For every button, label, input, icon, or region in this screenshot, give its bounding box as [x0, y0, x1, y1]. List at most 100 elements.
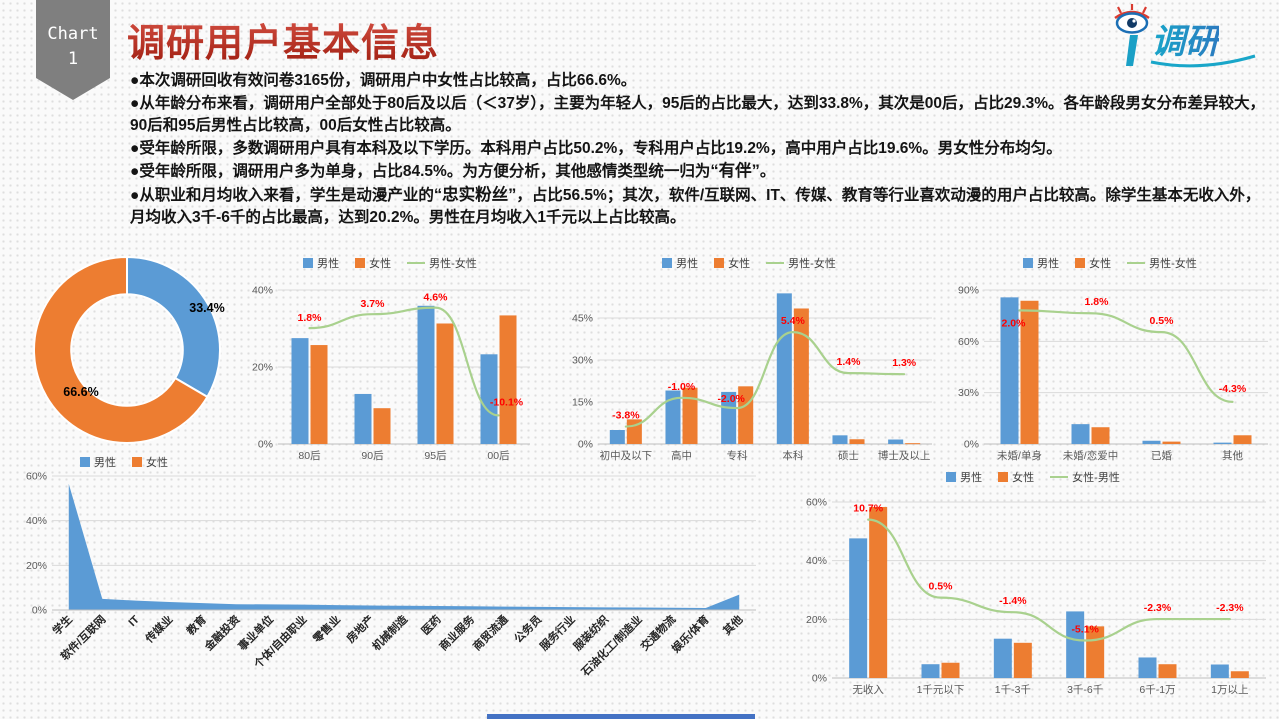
svg-text:1.8%: 1.8%: [1085, 296, 1110, 308]
legend-swatch: [662, 258, 673, 268]
legend-item: 男性-女性: [766, 255, 836, 271]
svg-text:90后: 90后: [361, 450, 383, 462]
svg-text:-2.0%: -2.0%: [717, 393, 745, 405]
age-chart-legend: 男性 女性 男性-女性: [240, 252, 540, 274]
age-chart-canvas: 0% 20% 40% 80后 90后 95后 00后 1.8% 3.7% 4.6% -10.1%: [252, 285, 530, 462]
svg-text:5.4%: 5.4%: [781, 315, 806, 327]
svg-text:40%: 40%: [26, 515, 47, 527]
svg-text:机械制造: 机械制造: [369, 612, 411, 654]
bullet-item: ●从职业和月均收入来看，学生是动漫产业的“忠实粉丝”，占比56.5%；其次，软件…: [130, 185, 1261, 227]
education-chart: 男性 女性 男性-女性 0% 15% 30% 45% 初中及以下 高中 专科 本科 硕士 博士及以上 -…: [558, 252, 940, 472]
svg-text:教育: 教育: [183, 612, 209, 638]
svg-text:传媒业: 传媒业: [142, 612, 176, 646]
legend-item: 男性: [662, 255, 698, 271]
legend-swatch: [714, 258, 725, 268]
svg-text:0%: 0%: [258, 439, 273, 451]
ribbon-text-line2: 1: [67, 48, 79, 69]
svg-text:95后: 95后: [424, 450, 446, 462]
legend-item: 男性: [80, 454, 116, 470]
svg-text:0%: 0%: [578, 439, 593, 451]
gender-chart-legend: 男性 女性: [10, 451, 238, 473]
svg-text:20%: 20%: [252, 362, 273, 374]
legend-swatch: [355, 258, 366, 268]
ribbon-text-line1: Chart: [47, 24, 99, 44]
svg-text:20%: 20%: [806, 614, 827, 626]
svg-text:公务员: 公务员: [511, 612, 544, 645]
legend-item: 男性-女性: [1127, 255, 1197, 271]
summary-text: ●本次调研回收有效问卷3165份，调研用户中女性占比较高，占比66.6%。 ●从年…: [130, 70, 1272, 230]
legend-swatch: [303, 258, 314, 268]
svg-text:IT: IT: [127, 613, 143, 629]
svg-text:-1.4%: -1.4%: [999, 595, 1027, 607]
education-chart-canvas: 0% 15% 30% 45% 初中及以下 高中 专科 本科 硕士 博士及以上 -3.8% -1.0% -…: [572, 293, 932, 462]
gender-donut-canvas: 33.4% 66.6%: [33, 255, 225, 444]
svg-text:房地产: 房地产: [343, 612, 376, 645]
legend-swatch: [1023, 258, 1034, 268]
bullet-item: ●受年龄所限，多数调研用户具有本科及以下学历。本科用户占比50.2%，专科用户占…: [130, 139, 1062, 157]
education-chart-legend: 男性 女性 男性-女性: [558, 252, 940, 274]
logo-text: 调研: [1151, 14, 1219, 63]
legend-item: 男性: [1023, 255, 1059, 271]
svg-text:医药: 医药: [418, 612, 443, 637]
svg-text:高中: 高中: [671, 449, 692, 462]
svg-text:商业服务: 商业服务: [436, 612, 478, 654]
legend-swatch: [1075, 258, 1086, 268]
svg-text:初中及以下: 初中及以下: [600, 449, 653, 462]
svg-text:3千-6千: 3千-6千: [1067, 684, 1103, 696]
income-chart: 男性 女性 女性-男性 0% 20% 40% 60% 无收入 1千元以下 1千-3千 3千-6千 6…: [790, 466, 1276, 714]
legend-swatch: [132, 457, 142, 467]
svg-text:40%: 40%: [806, 555, 827, 567]
svg-text:1.3%: 1.3%: [892, 357, 917, 369]
legend-swatch: [1127, 261, 1146, 265]
legend-item: 男性: [303, 255, 339, 271]
svg-text:15%: 15%: [572, 397, 593, 409]
eye-icon: [1114, 4, 1256, 68]
svg-text:66.6%: 66.6%: [63, 385, 98, 399]
svg-text:1千元以下: 1千元以下: [917, 684, 965, 696]
svg-text:-2.3%: -2.3%: [1216, 602, 1244, 614]
svg-text:4.6%: 4.6%: [424, 292, 449, 304]
svg-text:00后: 00后: [487, 450, 509, 462]
svg-text:服务行业: 服务行业: [537, 612, 578, 653]
legend-item: 女性: [132, 454, 168, 470]
legend-swatch: [946, 472, 957, 482]
occupation-chart: 0% 20% 40% 60% 学生 软件/互联网 IT 传媒业 教育 金融投资 事业单位 个体/自由职…: [8, 466, 766, 714]
svg-text:0%: 0%: [964, 439, 979, 451]
svg-text:已婚: 已婚: [1151, 449, 1173, 462]
legend-item: 女性: [1075, 255, 1111, 271]
marital-chart-canvas: 0% 30% 60% 90% 未婚/单身 未婚/恋爱中 已婚 其他 2.0% 1.8% 0.5% -4…: [958, 285, 1268, 462]
svg-text:-1.0%: -1.0%: [668, 381, 696, 393]
svg-text:40%: 40%: [252, 285, 273, 297]
footer-accent-bar: [487, 714, 755, 719]
bullet-item: ●本次调研回收有效问卷3165份，调研用户中女性占比较高，占比66.6%。: [130, 72, 637, 89]
bullet-item: ●从年龄分布来看，调研用户全部处于80后及以后（＜37岁），主要为年轻人，95后…: [130, 94, 1265, 135]
svg-text:学生: 学生: [49, 612, 74, 637]
svg-text:60%: 60%: [806, 497, 827, 509]
svg-text:硕士: 硕士: [838, 449, 859, 462]
svg-text:其他: 其他: [1222, 449, 1244, 462]
svg-text:-10.1%: -10.1%: [490, 396, 524, 408]
svg-text:10.7%: 10.7%: [853, 503, 883, 515]
svg-text:6千-1万: 6千-1万: [1139, 684, 1175, 696]
svg-text:33.4%: 33.4%: [189, 301, 224, 315]
svg-text:-4.3%: -4.3%: [1219, 383, 1247, 395]
svg-text:60%: 60%: [958, 336, 979, 348]
svg-text:30%: 30%: [958, 387, 979, 399]
svg-text:1.4%: 1.4%: [837, 356, 862, 368]
bullet-item: ●受年龄所限，调研用户多为单身，占比84.5%。为方便分析，其他感情类型统一归为…: [130, 162, 776, 180]
svg-text:金融投资: 金融投资: [201, 612, 243, 654]
svg-text:0.5%: 0.5%: [929, 581, 954, 593]
svg-text:1万以上: 1万以上: [1211, 684, 1248, 696]
legend-swatch: [766, 261, 785, 265]
svg-text:本科: 本科: [782, 449, 803, 462]
age-distribution-chart: 男性 女性 男性-女性 0% 20% 40% 80后 90后 95后 00后 1.8% 3.7% 4.…: [240, 252, 540, 472]
legend-swatch: [407, 261, 426, 265]
legend-item: 男性: [946, 469, 982, 485]
svg-text:零售业: 零售业: [309, 612, 343, 646]
svg-text:商贸流通: 商贸流通: [470, 612, 511, 653]
marital-status-chart: 男性 女性 男性-女性 0% 30% 60% 90% 未婚/单身 未婚/恋爱中 已婚 其他 2.0%…: [944, 252, 1276, 472]
gender-donut-chart: 33.4% 66.6% 男性 女性: [10, 250, 238, 472]
brand-logo: 调研: [1105, 4, 1265, 70]
